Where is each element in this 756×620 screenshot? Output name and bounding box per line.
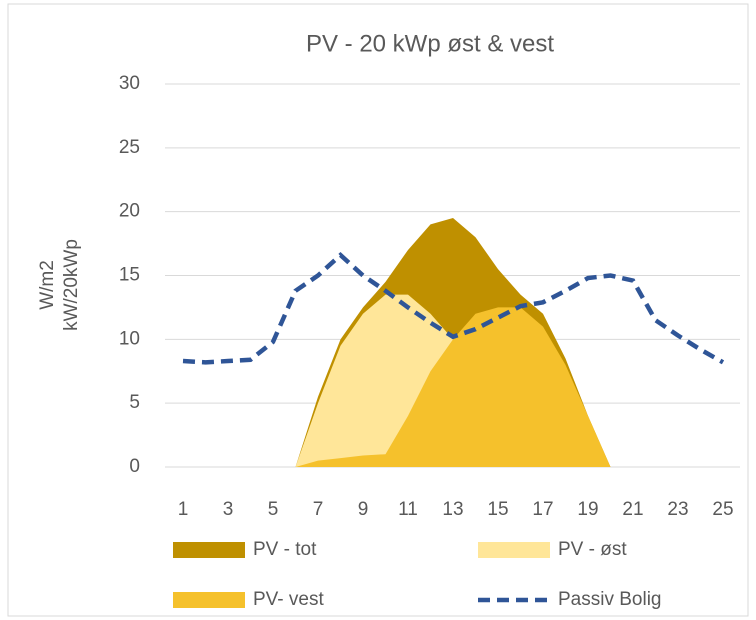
area (295, 307, 611, 467)
y-tick-label: 30 (119, 73, 140, 94)
y-axis-label: W/m2 (37, 260, 58, 310)
y-tick-label: 25 (119, 137, 140, 158)
line (182, 252, 725, 365)
y-tick-label: 0 (129, 456, 140, 477)
legend-label: PV - tot (253, 539, 317, 560)
x-tick-label: 23 (667, 499, 688, 520)
x-tick-label: 25 (712, 499, 733, 520)
x-tick-label: 5 (268, 499, 279, 520)
y-axis-label: kW/20kWp (61, 239, 82, 331)
legend-swatch (173, 542, 245, 558)
legend-label: PV - øst (558, 539, 627, 560)
legend-label: PV- vest (253, 589, 324, 610)
y-tick-label: 20 (119, 201, 140, 222)
chart-title: PV - 20 kWp øst & vest (306, 30, 554, 57)
x-tick-label: 9 (358, 499, 369, 520)
legend-swatch (173, 592, 245, 608)
x-tick-label: 7 (313, 499, 324, 520)
x-tick-label: 1 (178, 499, 189, 520)
y-tick-label: 10 (119, 328, 140, 349)
x-tick-label: 21 (622, 499, 643, 520)
x-tick-label: 17 (532, 499, 553, 520)
x-tick-label: 15 (487, 499, 508, 520)
legend-label: Passiv Bolig (558, 589, 662, 610)
x-tick-label: 13 (442, 499, 463, 520)
y-tick-label: 5 (129, 392, 140, 413)
legend-swatch (478, 542, 550, 558)
x-tick-label: 3 (223, 499, 234, 520)
x-tick-label: 19 (577, 499, 598, 520)
x-tick-label: 11 (398, 499, 418, 520)
y-tick-label: 15 (119, 265, 140, 286)
